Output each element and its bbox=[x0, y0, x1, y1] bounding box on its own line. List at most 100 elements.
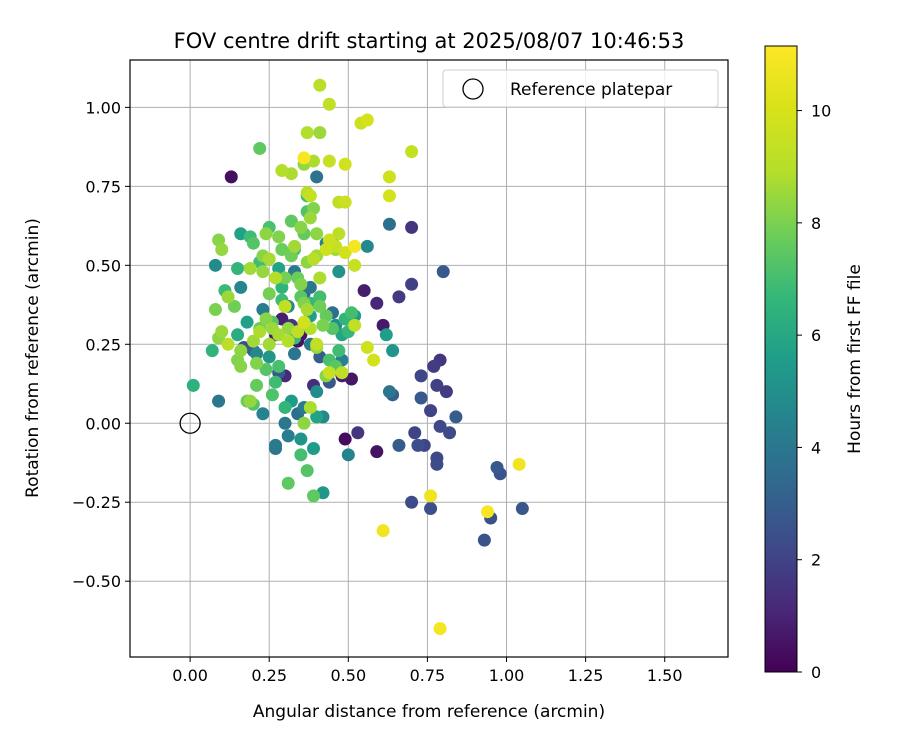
data-point bbox=[265, 388, 279, 402]
data-point bbox=[259, 227, 273, 241]
data-point bbox=[338, 246, 352, 260]
colorbar-ticks: 0 2 4 6 8 10 bbox=[797, 102, 831, 682]
data-point bbox=[424, 489, 438, 503]
data-points bbox=[179, 78, 529, 636]
data-point bbox=[310, 410, 324, 424]
data-point bbox=[303, 400, 317, 414]
data-point bbox=[281, 429, 295, 443]
colorbar-label: Hours from first FF file bbox=[845, 264, 865, 454]
data-point bbox=[212, 394, 226, 408]
colorbar-tick-label: 4 bbox=[811, 438, 821, 457]
data-point bbox=[300, 303, 314, 317]
data-point bbox=[269, 375, 283, 389]
colorbar-tick-label: 6 bbox=[811, 326, 821, 345]
legend-marker bbox=[462, 78, 484, 100]
data-point bbox=[278, 400, 292, 414]
colorbar-tick-label: 0 bbox=[811, 663, 821, 682]
data-point bbox=[443, 426, 457, 440]
data-point bbox=[313, 78, 327, 92]
colorbar-tick-label: 2 bbox=[811, 551, 821, 570]
data-point bbox=[224, 170, 238, 184]
data-point bbox=[379, 328, 393, 342]
data-point bbox=[288, 347, 302, 361]
data-point bbox=[360, 113, 374, 127]
data-point bbox=[310, 337, 324, 351]
data-point bbox=[205, 344, 219, 358]
data-point bbox=[259, 312, 273, 326]
data-point bbox=[370, 445, 384, 459]
data-point bbox=[262, 337, 276, 351]
data-point bbox=[433, 622, 447, 636]
data-point bbox=[246, 334, 260, 348]
data-point bbox=[262, 350, 276, 364]
data-point bbox=[307, 252, 321, 266]
data-point bbox=[392, 438, 406, 452]
data-point bbox=[357, 284, 371, 298]
data-point bbox=[332, 265, 346, 279]
data-point bbox=[250, 347, 264, 361]
data-point bbox=[215, 243, 229, 257]
data-point bbox=[414, 391, 428, 405]
chart-title: FOV centre drift starting at 2025/08/07 … bbox=[174, 29, 685, 53]
data-point bbox=[281, 334, 295, 348]
data-point bbox=[433, 419, 447, 433]
data-point bbox=[310, 227, 324, 241]
grid-lines bbox=[130, 60, 728, 657]
data-point bbox=[481, 505, 495, 519]
data-point bbox=[313, 299, 327, 313]
data-point bbox=[246, 236, 260, 250]
data-point bbox=[269, 438, 283, 452]
data-point bbox=[348, 318, 362, 332]
data-point bbox=[367, 353, 381, 367]
data-point bbox=[449, 410, 463, 424]
data-point bbox=[436, 265, 450, 279]
data-point bbox=[294, 432, 308, 446]
data-point bbox=[360, 239, 374, 253]
data-point bbox=[208, 303, 222, 317]
data-point bbox=[313, 126, 327, 140]
y-tick-label: 0.25 bbox=[85, 335, 121, 354]
data-point bbox=[490, 460, 504, 474]
data-point bbox=[227, 299, 241, 313]
data-point bbox=[310, 385, 324, 399]
data-point bbox=[307, 489, 321, 503]
data-point bbox=[253, 141, 267, 155]
data-point bbox=[332, 227, 346, 241]
colorbar-tick-label: 8 bbox=[811, 214, 821, 233]
data-point bbox=[262, 252, 276, 266]
data-point bbox=[208, 258, 222, 272]
data-point bbox=[512, 457, 526, 471]
data-point bbox=[427, 359, 441, 373]
data-point bbox=[297, 315, 311, 329]
data-point bbox=[382, 189, 396, 203]
data-point bbox=[322, 154, 336, 168]
data-point bbox=[360, 340, 374, 354]
x-tick-label: 1.25 bbox=[568, 666, 604, 685]
data-point bbox=[294, 448, 308, 462]
data-point bbox=[313, 290, 327, 304]
x-tick-label: 0.25 bbox=[251, 666, 287, 685]
data-point bbox=[316, 318, 330, 332]
data-point bbox=[272, 328, 286, 342]
data-point bbox=[382, 385, 396, 399]
data-point bbox=[256, 265, 270, 279]
data-point bbox=[341, 448, 355, 462]
data-point bbox=[278, 416, 292, 430]
data-point bbox=[424, 502, 438, 516]
data-point bbox=[240, 315, 254, 329]
data-point bbox=[256, 407, 270, 421]
data-point bbox=[288, 239, 302, 253]
data-point bbox=[275, 164, 289, 178]
data-point bbox=[234, 344, 248, 358]
data-point bbox=[408, 426, 422, 440]
data-point bbox=[231, 328, 245, 342]
data-point bbox=[221, 290, 235, 304]
data-point bbox=[243, 394, 257, 408]
data-point bbox=[259, 363, 273, 377]
data-point bbox=[515, 502, 529, 516]
x-tick-label: 0.75 bbox=[410, 666, 446, 685]
data-point bbox=[439, 385, 453, 399]
data-point bbox=[278, 271, 292, 285]
x-tick-label: 1.00 bbox=[489, 666, 525, 685]
